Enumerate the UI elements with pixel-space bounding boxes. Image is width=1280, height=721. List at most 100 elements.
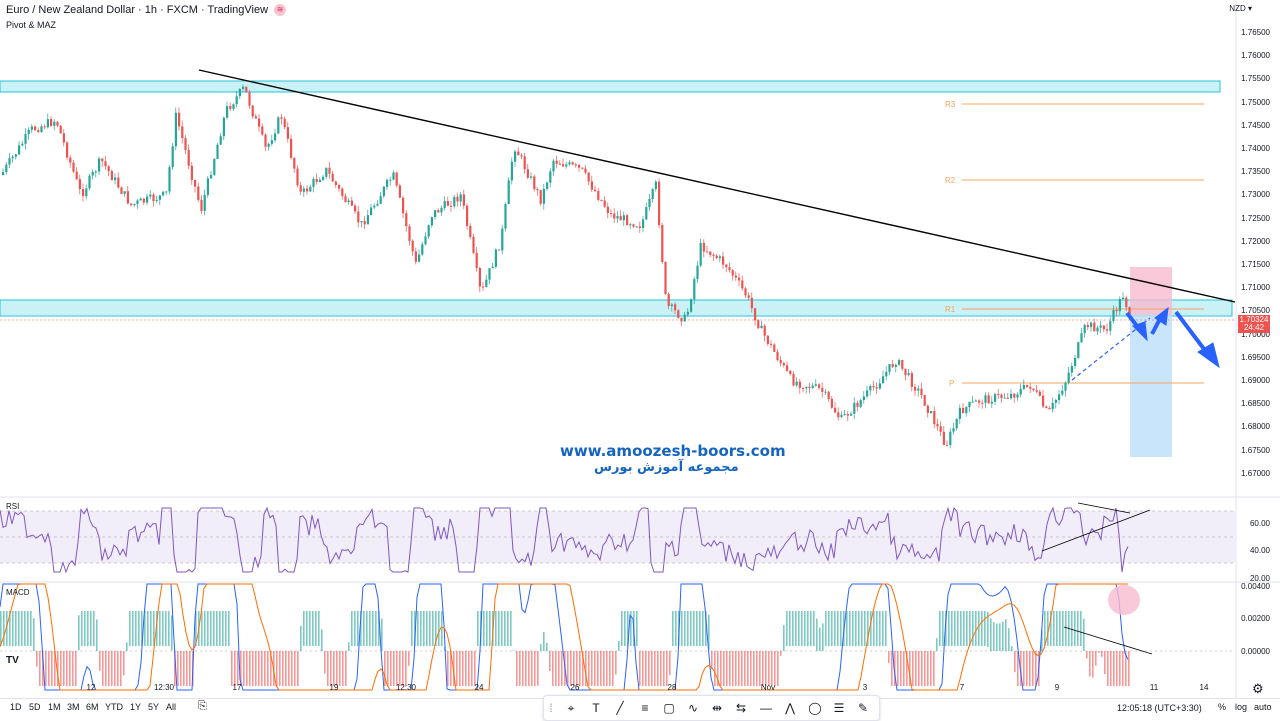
gear-icon[interactable]: ⚙ (1252, 681, 1264, 696)
lines-icon[interactable]: ☰ (833, 701, 845, 715)
rsi-trendline-lower[interactable] (1041, 509, 1151, 552)
symbol-title[interactable]: Euro / New Zealand Dollar · 1h · FXCM · … (6, 4, 269, 16)
percent-toggle[interactable]: % (1218, 702, 1227, 712)
candle-body (402, 197, 405, 214)
candle-body (530, 176, 533, 178)
path-icon[interactable]: ∿ (687, 701, 699, 715)
price-axis-label: 1.72500 (1241, 213, 1270, 223)
macd-bar (159, 611, 161, 646)
projection-box-red[interactable] (1130, 267, 1172, 315)
candle-body (482, 286, 485, 288)
timeframe-button[interactable]: 3M (67, 702, 80, 712)
macd-bar (114, 651, 116, 686)
timeframe-button[interactable]: 6M (86, 702, 99, 712)
rsi-trendline-upper[interactable] (1077, 502, 1131, 514)
macd-bar (213, 611, 215, 646)
clock[interactable]: 12:05:18 (UTC+3:30) (1117, 703, 1202, 713)
candle-body (88, 175, 91, 189)
auto-toggle[interactable]: auto (1254, 702, 1272, 712)
indicator-legend[interactable]: Pivot & MAZ (6, 20, 57, 30)
resistance-zone[interactable] (0, 80, 1221, 93)
trend-line-icon[interactable]: ╱ (616, 701, 624, 715)
candle-body (277, 117, 280, 134)
candlestick-series[interactable] (2, 84, 1131, 449)
fib-icon[interactable]: ≡ (641, 701, 649, 715)
candle-body (354, 205, 357, 212)
drawing-toolbar[interactable]: ⁞ ⌖ T ╱ ≡ ▢ ∿ ⇹ ⇆ — ⋀ ◯ ☰ ✎ (543, 695, 880, 721)
projection-box-blue[interactable] (1130, 315, 1172, 457)
macd-bar (1047, 611, 1049, 646)
rising-dashed-trendline[interactable] (1071, 317, 1151, 381)
timeframe-button[interactable]: 5D (29, 702, 41, 712)
candle-body (1054, 399, 1057, 403)
tradingview-logo[interactable]: TV (6, 655, 19, 666)
candle-body (1058, 394, 1061, 400)
shape-icon[interactable]: ◯ (808, 701, 822, 715)
rsi-label[interactable]: RSI (6, 502, 20, 511)
market-closed-icon[interactable]: ≋ (274, 4, 287, 17)
macd-bar (675, 611, 677, 646)
timeframe-button[interactable]: 5Y (148, 702, 160, 712)
macd-bar (750, 651, 752, 686)
timeframe-button[interactable]: 1D (10, 702, 22, 712)
timeframe-button[interactable]: 1Y (130, 702, 142, 712)
rsi-line[interactable] (0, 506, 1129, 574)
support-zone[interactable] (0, 299, 1233, 317)
macd-highlight[interactable] (1108, 585, 1140, 615)
rectangle-icon[interactable]: ▢ (663, 701, 675, 715)
measure-icon[interactable]: ⇹ (711, 701, 723, 715)
log-toggle[interactable]: log (1235, 702, 1248, 712)
macd-histogram[interactable] (0, 611, 1130, 686)
drag-handle-icon[interactable]: ⁞ (549, 701, 553, 715)
macd-bar (1017, 651, 1019, 686)
candle-body (469, 225, 472, 237)
candle-body (283, 118, 286, 128)
text-icon[interactable]: T (592, 701, 600, 715)
macd-bar (732, 651, 734, 686)
macd-trendline[interactable] (1063, 626, 1153, 655)
brush-icon[interactable]: ✎ (857, 701, 869, 715)
chart-title[interactable]: Euro / New Zealand Dollar · 1h · FXCM · … (6, 4, 287, 17)
macd-bar (501, 611, 503, 646)
macd-bar (777, 651, 779, 686)
timeframe-button[interactable]: YTD (105, 702, 123, 712)
pattern-icon[interactable]: ⋀ (785, 701, 795, 715)
candle-body (98, 158, 101, 172)
macd-bar (291, 651, 293, 686)
trend-line[interactable] (198, 69, 1236, 303)
horizontal-line-icon[interactable]: — (760, 701, 772, 715)
macd-bar (864, 611, 866, 646)
signal-line[interactable] (0, 583, 1128, 691)
macd-bar (207, 611, 209, 646)
candle-body (453, 196, 456, 207)
candle-body (930, 411, 933, 413)
macd-bar (66, 651, 68, 686)
candle-body (341, 188, 344, 197)
macd-bar (132, 611, 134, 646)
candle-body (1064, 382, 1067, 391)
macd-bar (294, 651, 296, 686)
date-range-icon[interactable]: ⎘ (198, 700, 207, 712)
candle-body (1122, 297, 1125, 300)
timeframe-button[interactable]: All (166, 702, 177, 712)
candle-body (514, 151, 517, 162)
candle-body (926, 405, 929, 413)
macd-bar (228, 611, 230, 646)
forecast-arrows[interactable] (1125, 306, 1220, 369)
macd-label[interactable]: MACD (6, 588, 30, 597)
macd-bar (210, 611, 212, 646)
timeframe-button[interactable]: 1M (48, 702, 61, 712)
macd-bar (411, 611, 413, 646)
candle-body (229, 106, 232, 109)
macd-line[interactable] (0, 583, 1129, 691)
time-axis-label: 7 (959, 683, 965, 692)
macd-bar (660, 651, 662, 686)
macd-bar (918, 651, 920, 686)
candle-body (142, 198, 145, 203)
macd-bar (453, 651, 455, 686)
time-axis-label: 12:30 (153, 683, 175, 692)
position-icon[interactable]: ⇆ (735, 701, 747, 715)
price-marker-icon[interactable]: ⌖ (567, 701, 575, 715)
currency-selector[interactable]: NZD ▾ (1229, 4, 1252, 13)
